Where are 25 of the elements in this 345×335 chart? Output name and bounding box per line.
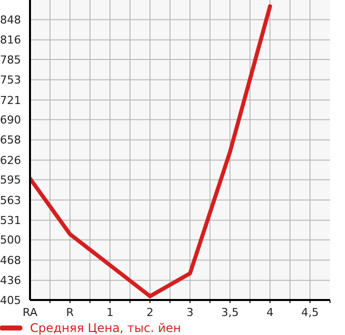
x-tick-label: 1 [106,306,114,319]
y-tick-label: 753 [0,74,21,87]
y-tick-label: 595 [0,174,21,187]
x-tick-label: RA [22,306,38,319]
y-tick-label: 500 [0,234,21,247]
y-tick-label: 785 [0,53,21,66]
y-tick-label: 468 [0,254,21,267]
y-tick-label: 658 [0,134,21,147]
y-tick-label: 563 [0,194,21,207]
x-tick-label: 3,5 [221,306,239,319]
legend-label: Средняя Цена, тыс. йен [30,321,182,335]
line-series [30,4,272,298]
y-tick-label: 816 [0,34,21,47]
x-tick-label: 3 [186,306,194,319]
y-tick-label: 721 [0,94,21,107]
x-tick-label: 4,5 [301,306,319,319]
y-tick-label: 405 [0,294,21,307]
x-tick-label: 4 [266,306,274,319]
y-tick-label: 436 [0,274,21,288]
x-tick-label: R [66,306,74,319]
y-tick-label: 690 [0,113,21,126]
y-tick-label: 626 [0,154,21,167]
y-tick-label: 531 [0,214,21,228]
x-tick-label: 2 [146,306,154,319]
y-tick-label: 848 [0,13,21,26]
